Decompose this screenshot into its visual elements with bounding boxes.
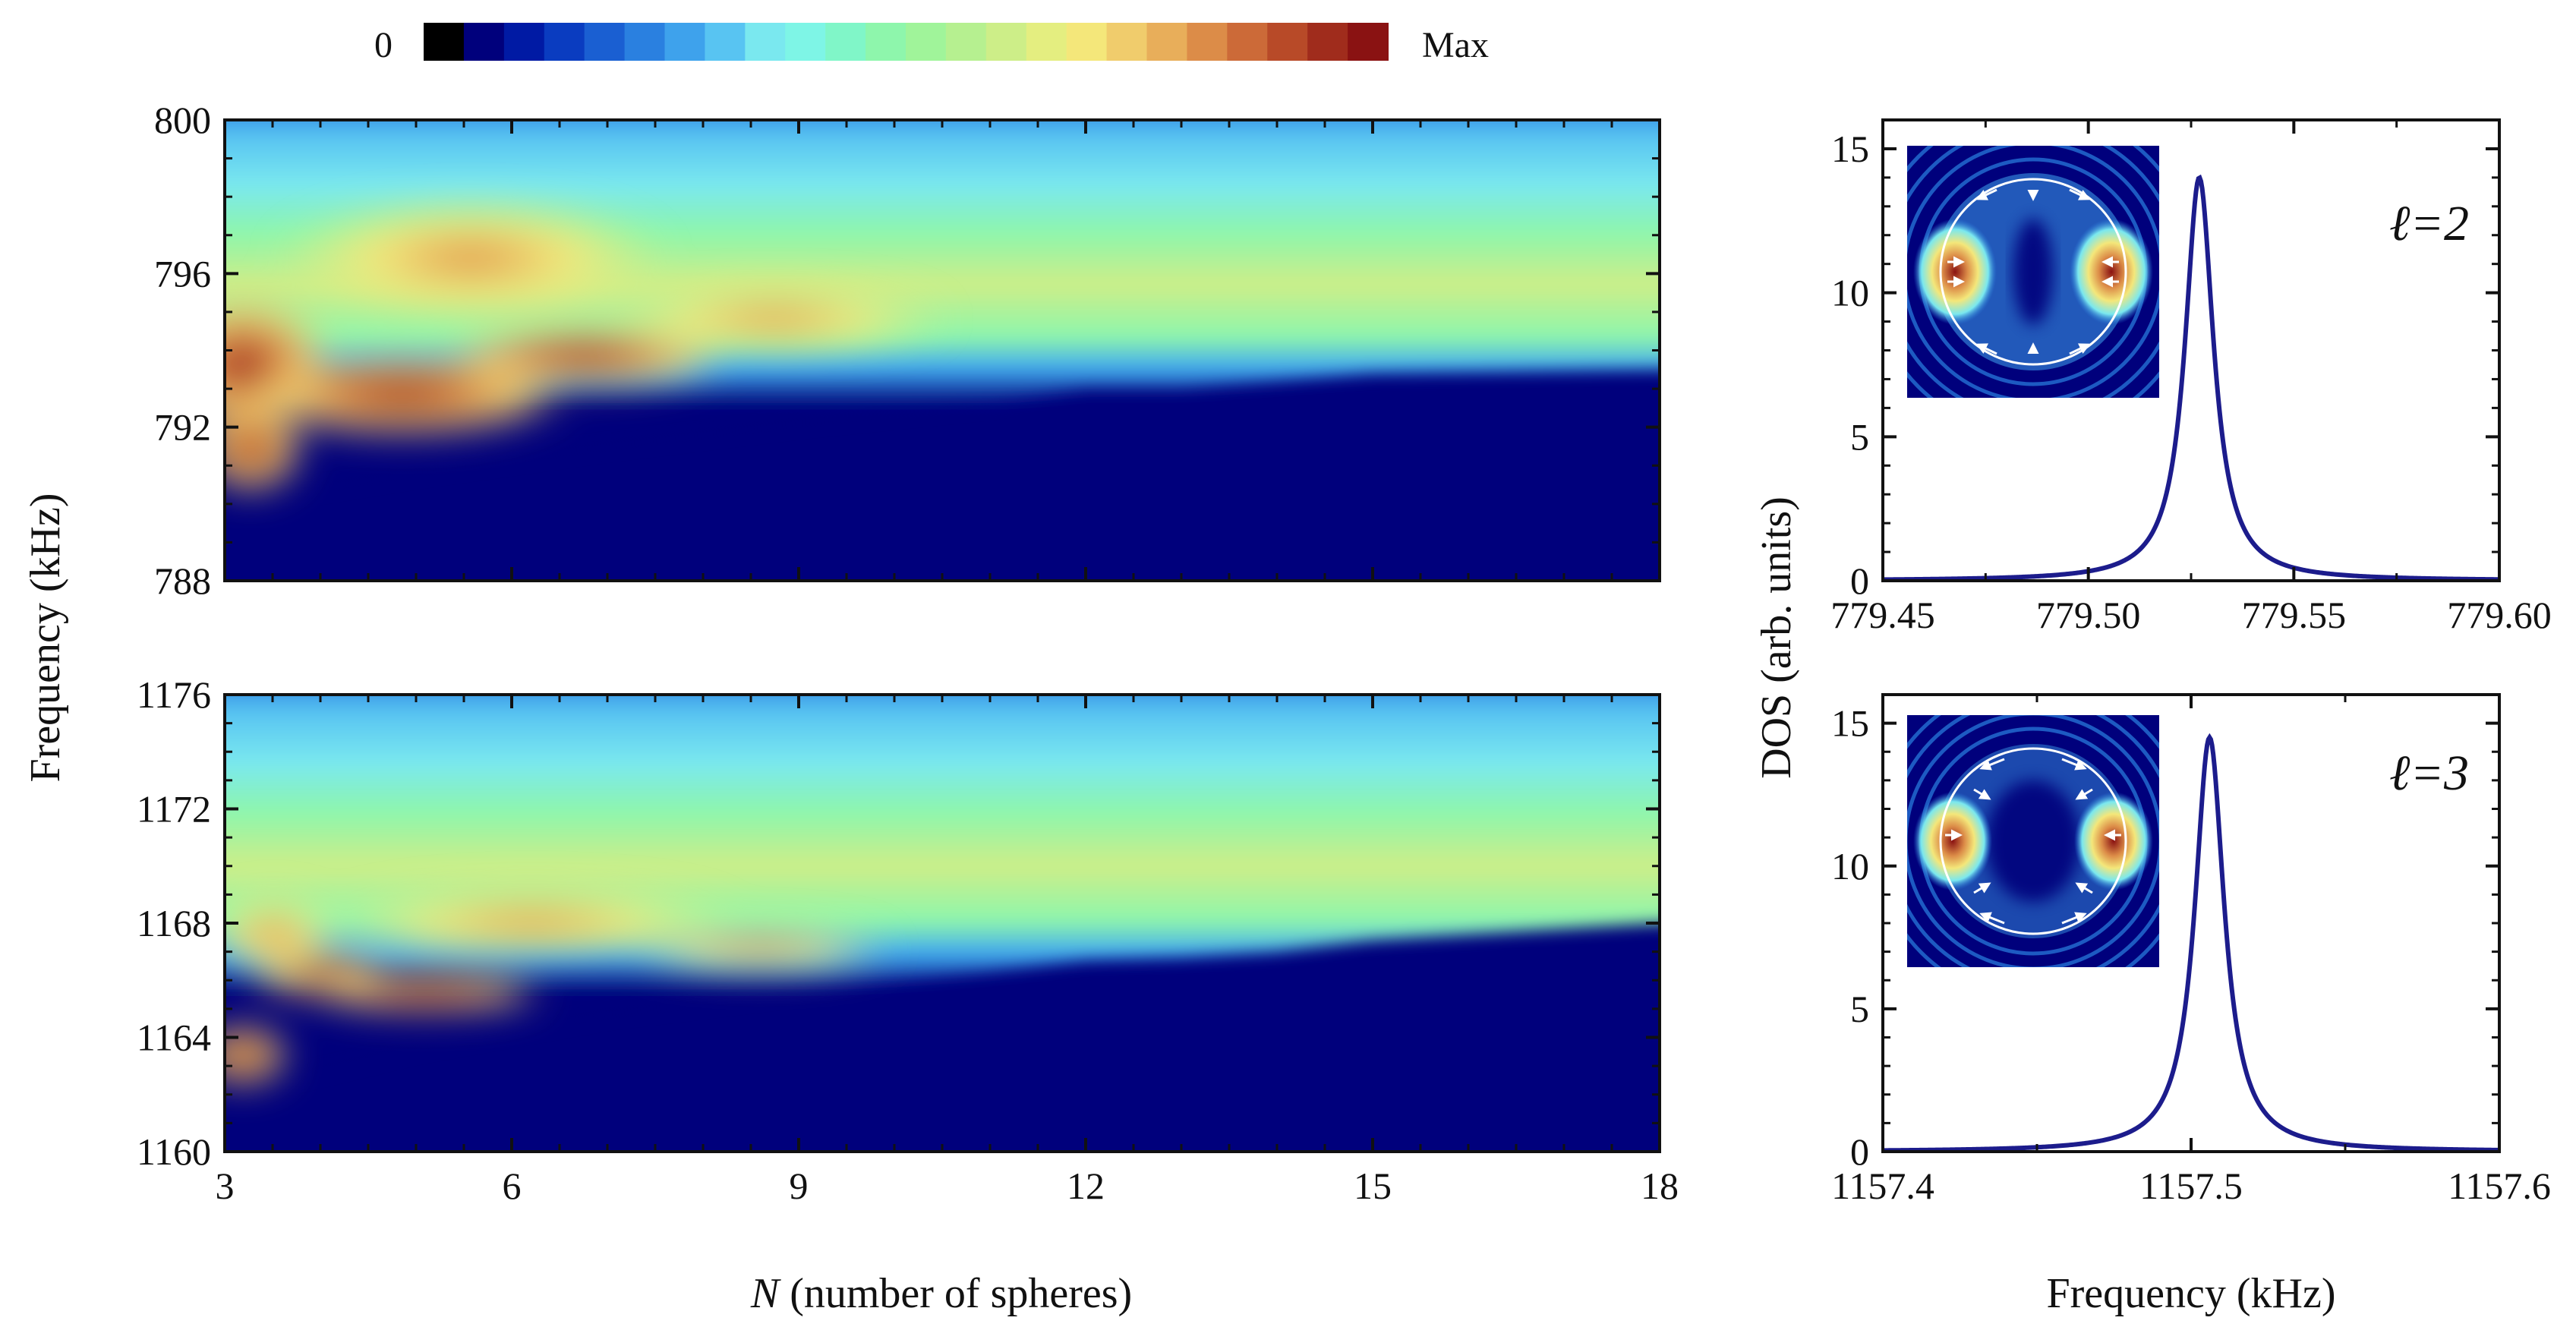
y-tick-label: 10 [1831,272,1869,314]
dos-l2-annotation: ℓ=2 [2389,196,2469,251]
colorbar-swatch [1267,23,1309,61]
y-tick-label: 800 [154,99,211,141]
colorbar-swatch [825,23,867,61]
colorbar-swatch [1187,23,1228,61]
contour-x-axis-label: N (number of spheres) [750,1270,1132,1317]
dos-y-axis-label: DOS (arb. units) [1753,496,1800,779]
y-tick-label: 1168 [137,902,211,944]
y-tick-label: 1164 [137,1017,211,1059]
y-tick-label: 10 [1831,845,1869,887]
y-tick-label: 15 [1831,128,1869,170]
x-tick-label: 18 [1641,1165,1679,1207]
y-tick-label: 1172 [137,788,211,831]
colorbar-swatch [1146,23,1188,61]
y-tick-label: 0 [1850,559,1869,602]
x-tick-label: 3 [216,1165,235,1207]
x-tick-label: 779.55 [2242,594,2347,636]
colorbar-swatch [945,23,987,61]
y-tick-label: 5 [1850,415,1869,458]
colorbar-swatch [1106,23,1148,61]
x-tick-label: 779.50 [2036,594,2141,636]
dos-l3-axes: 1157.4 1157.5 1157.6 0 5 10 15 [1831,695,2551,1207]
dos-x-axis-label: Frequency (kHz) [2047,1270,2336,1317]
colorbar-swatch [985,23,1027,61]
y-tick-label: 15 [1831,702,1869,745]
contour-y-axis-label: Frequency (kHz) [22,493,69,783]
colorbar-swatch [503,23,545,61]
colorbar-swatch [705,23,746,61]
x-tick-label: 779.60 [2447,594,2552,636]
contour-top-panel: 788 792 796 800 [154,99,1661,602]
colorbar-max-label: Max [1422,25,1489,65]
x-tick-label: 6 [503,1165,522,1207]
contour-top-hotspots [225,197,949,493]
y-tick-label: 788 [154,559,211,602]
colorbar-swatch [624,23,666,61]
colorbar-swatch [544,23,585,61]
colorbar-swatch [424,23,465,61]
colorbar-swatch [865,23,906,61]
colorbar-swatch [1066,23,1108,61]
x-tick-label: 9 [790,1165,809,1207]
y-tick-label: 1160 [137,1130,211,1173]
y-tick-label: 0 [1850,1130,1869,1173]
colorbar-swatch [1227,23,1269,61]
colorbar-swatch [1026,23,1067,61]
dos-l3-panel: 1157.4 1157.5 1157.6 0 5 10 15 ℓ=3 Frequency (… [1753,496,2551,1317]
contour-top-axes: 788 792 796 800 [154,99,1661,602]
contour-bottom-axes: 3 6 9 12 15 18 1160 1164 1168 1172 1176 [137,673,1679,1207]
x-tick-label: 1157.5 [2139,1165,2243,1207]
colorbar-swatch [745,23,787,61]
dos-l2-inset [1907,146,2159,398]
dos-l2-axes: 779.45 779.50 779.55 779.60 0 5 10 15 [1830,120,2552,636]
x-tick-label: 15 [1354,1165,1392,1207]
dos-l3-annotation: ℓ=3 [2389,745,2469,801]
contour-top-plot-area [225,120,1660,581]
dos-l2-panel: 779.45 779.50 779.55 779.60 0 5 10 15 ℓ=2 [1830,118,2552,636]
contour-bottom-plot-area [225,695,1660,1152]
x-tick-label: 1157.4 [1831,1165,1934,1207]
y-tick-label: 5 [1850,988,1869,1030]
contour-bottom-intensity-band [225,695,1660,1095]
colorbar-swatch [785,23,827,61]
y-tick-label: 792 [154,406,211,449]
y-tick-label: 796 [154,252,211,295]
colorbar-swatch [1348,23,1389,61]
colorbar-swatch [1307,23,1349,61]
colorbar-swatches [424,23,1389,61]
colorbar-swatch [664,23,706,61]
colorbar-swatch [906,23,947,61]
x-tick-label: 779.45 [1830,594,1935,636]
y-tick-label: 1176 [137,673,211,716]
contour-bottom-panel: 3 6 9 12 15 18 1160 1164 1168 1172 1176 N (number … [22,493,1679,1317]
contour-bottom-hotspots [225,888,896,1086]
dos-l3-curve [1882,733,2500,1153]
dos-l3-inset [1907,715,2159,967]
colorbar-swatch [463,23,505,61]
x-label-italic: N [750,1270,781,1317]
colorbar-swatch [584,23,626,61]
colorbar-min-label: 0 [374,25,393,65]
x-label-rest: (number of spheres) [779,1270,1132,1317]
x-tick-label: 12 [1067,1165,1105,1207]
colorbar: 0 Max [374,23,1489,65]
x-tick-label: 1157.6 [2448,1165,2551,1207]
